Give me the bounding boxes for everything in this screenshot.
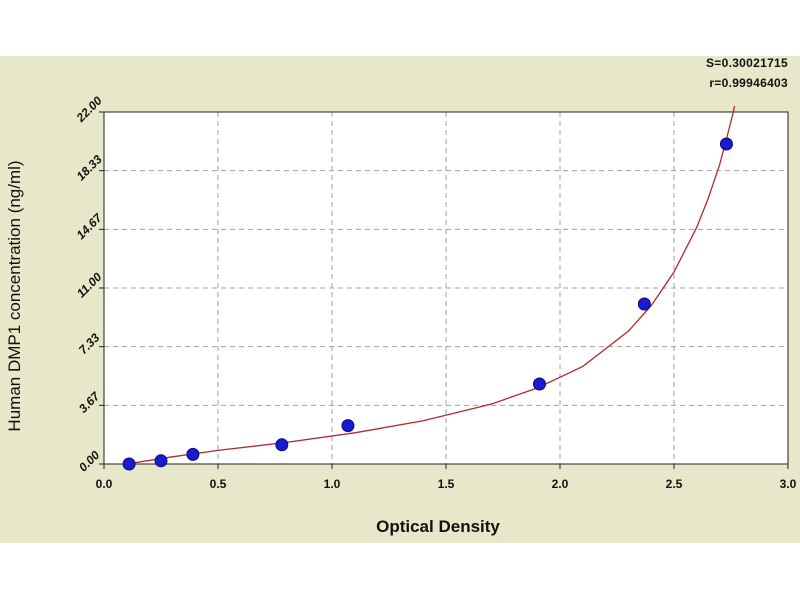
data-point	[154, 454, 168, 468]
y-tick-label: 14.67	[74, 210, 106, 242]
x-tick-label: 1.5	[438, 477, 455, 491]
x-tick-label: 1.0	[324, 477, 341, 491]
x-tick-label: 0.0	[96, 477, 113, 491]
x-axis-title: Optical Density	[376, 517, 500, 536]
x-tick-label: 2.5	[666, 477, 683, 491]
stat-s-value: S=0.30021715	[705, 56, 788, 70]
x-tick-label: 3.0	[780, 477, 797, 491]
chart-figure: S=0.30021715 r=0.99946403 0.0 0.5 1.0 1.5 2.…	[0, 56, 800, 543]
data-point	[275, 438, 289, 452]
y-tick-label: 11.00	[74, 270, 105, 301]
chart-canvas: 0.0 0.5 1.0 1.5 2.0 2.5 3.0 0.00 3.67 7.33 11.00 14…	[5, 93, 797, 536]
y-axis-title: Human DMP1 concentration (ng/ml)	[5, 160, 24, 431]
y-tick-label: 0.00	[76, 448, 103, 475]
y-tick-label: 7.33	[76, 330, 103, 357]
y-tick-label: 3.67	[76, 388, 103, 415]
stat-r-value: r=0.99946403	[709, 76, 788, 90]
data-point	[122, 457, 136, 471]
x-tick-label: 2.0	[552, 477, 569, 491]
y-tick-label: 18.33	[74, 152, 105, 183]
data-point	[532, 377, 546, 391]
data-point	[637, 297, 651, 311]
y-tick-label: 22.00	[73, 93, 105, 125]
data-point	[719, 137, 733, 151]
x-tick-label: 0.5	[210, 477, 227, 491]
fitted-curve	[126, 106, 736, 464]
data-point	[186, 447, 200, 461]
data-point	[341, 419, 355, 433]
